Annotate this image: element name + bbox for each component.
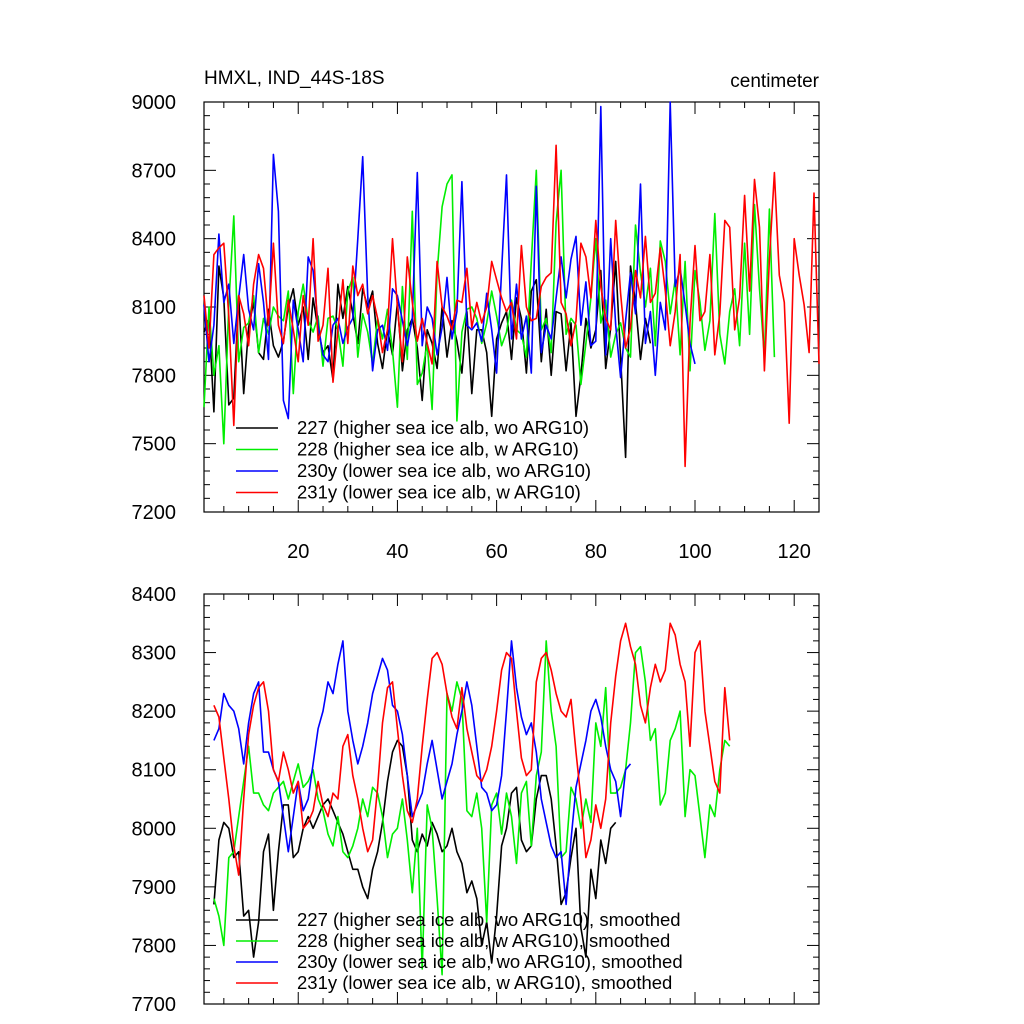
bottom-y-tick-label: 8400 <box>132 584 177 606</box>
top-y-tick-label: 7800 <box>132 365 177 387</box>
top-legend-label-1: 227 (higher sea ice alb, wo ARG10) <box>297 417 589 438</box>
bottom-y-tick-label: 8200 <box>132 701 177 723</box>
top-legend-label-2: 228 (higher sea ice alb, w ARG10) <box>297 439 579 460</box>
top-x-tick-label: 80 <box>585 541 607 563</box>
top-y-tick-label: 8100 <box>132 297 177 319</box>
bottom-panel-smoothed-series: 7700 7800 7900 8000 8100 8200 8300 8400 227 (hig… <box>132 584 820 1016</box>
top-x-tick-label: 60 <box>485 541 507 563</box>
bottom-series-line-2 <box>213 640 731 976</box>
bottom-y-tick-label: 8100 <box>132 760 177 782</box>
top-series-line-1 <box>203 260 652 459</box>
top-y-tick-label: 8700 <box>132 160 177 182</box>
bottom-series-line-3 <box>213 640 632 906</box>
top-y-tick-label: 7500 <box>132 434 177 456</box>
top-y-tick-label: 7200 <box>132 502 177 524</box>
top-x-tick-label: 100 <box>678 541 711 563</box>
bottom-series-line-4 <box>213 622 731 876</box>
bottom-y-tick-label: 8300 <box>132 643 177 665</box>
bottom-y-tick-label: 7700 <box>132 994 177 1016</box>
bottom-legend-label-4: 231y (lower sea ice alb, w ARG10), smoot… <box>297 972 672 993</box>
bottom-series-line-1 <box>213 739 617 964</box>
top-y-tick-label: 9000 <box>132 92 177 114</box>
top-panel-title: HMXL, IND_44S-18S <box>204 68 385 89</box>
top-legend-label-3: 230y (lower sea ice alb, wo ARG10) <box>297 460 591 481</box>
top-legend-label-4: 231y (lower sea ice alb, w ARG10) <box>297 482 581 503</box>
bottom-plot-frame <box>203 593 820 1005</box>
top-panel-units: centimeter <box>730 71 819 92</box>
top-panel-raw-series: HMXL, IND_44S-18S centimeter 7200 7500 780… <box>132 68 820 563</box>
top-series-line-4 <box>203 144 820 468</box>
bottom-y-tick-label: 7800 <box>132 935 177 957</box>
top-x-tick-label: 120 <box>778 541 811 563</box>
bottom-legend-label-1: 227 (higher sea ice alb, wo ARG10), smoo… <box>297 909 681 930</box>
top-x-tick-label: 20 <box>287 541 309 563</box>
top-y-tick-label: 8400 <box>132 229 177 251</box>
bottom-legend-label-3: 230y (lower sea ice alb, wo ARG10), smoo… <box>297 951 683 972</box>
bottom-legend-label-2: 228 (higher sea ice alb, w ARG10), smoot… <box>297 930 670 951</box>
bottom-y-tick-label: 7900 <box>132 877 177 899</box>
bottom-y-tick-label: 8000 <box>132 818 177 840</box>
top-x-tick-label: 40 <box>386 541 408 563</box>
